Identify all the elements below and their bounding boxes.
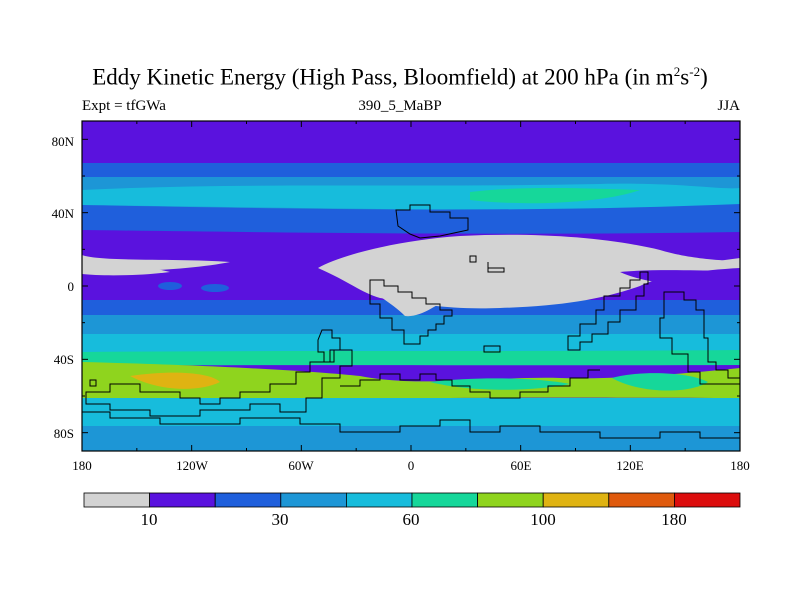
lat-ticks <box>82 138 740 434</box>
colorbar-box <box>542 492 610 508</box>
colorbar-box <box>214 492 282 508</box>
colorbar-box <box>411 492 478 508</box>
lon-label-120w: 120W <box>176 458 208 473</box>
run-label: 390_5_MaBP <box>358 98 442 114</box>
lon-label-180e: 180 <box>730 458 750 473</box>
colorbar-box <box>149 492 216 508</box>
season-label: JJA <box>717 98 740 114</box>
colorbar-box <box>83 492 150 508</box>
colorbar-box <box>674 492 741 508</box>
lat-label-40n: 40N <box>51 206 74 221</box>
lon-label-120e: 120E <box>616 458 644 473</box>
map-title: Eddy Kinetic Energy (High Pass, Bloomfie… <box>92 64 708 90</box>
continent-outlines <box>82 204 741 439</box>
colorbar-label-60: 60 <box>402 510 420 529</box>
lat-label-80s: 80S <box>53 426 74 441</box>
experiment-label: Expt = tfGWa <box>82 98 166 114</box>
lon-ticks <box>81 121 741 451</box>
lon-label-0: 0 <box>407 458 415 473</box>
colorbar-box <box>477 492 544 508</box>
lat-label-40s: 40S <box>53 352 74 367</box>
lon-label-60w: 60W <box>288 458 314 473</box>
colorbar-label-100: 100 <box>530 510 556 529</box>
lon-label-180w: 180 <box>72 458 92 473</box>
lat-label-0: 0 <box>67 279 75 294</box>
colorbar-label-10: 10 <box>140 510 158 529</box>
lat-label-80n: 80N <box>51 134 74 149</box>
colorbar-box <box>280 492 347 508</box>
colorbar-box <box>608 492 675 508</box>
lon-label-60e: 60E <box>510 458 532 473</box>
eke-field <box>82 121 740 451</box>
colorbar-box <box>345 492 413 508</box>
colorbar-label-180: 180 <box>661 510 687 529</box>
colorbar-label-30: 30 <box>271 510 289 529</box>
